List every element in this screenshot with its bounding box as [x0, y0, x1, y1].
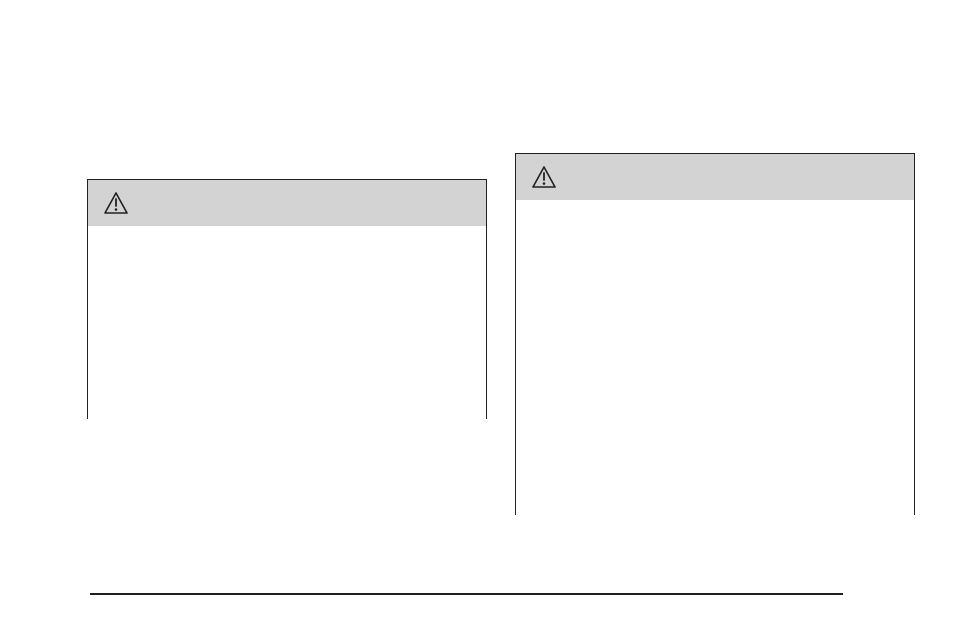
panel-body-right — [516, 200, 914, 516]
horizontal-divider — [90, 593, 843, 595]
warning-panel-right — [515, 153, 915, 515]
panel-header-left — [88, 180, 486, 226]
warning-icon — [104, 192, 128, 214]
warning-icon — [532, 166, 556, 188]
panel-body-left — [88, 226, 486, 420]
warning-panel-left — [87, 179, 487, 419]
panel-header-right — [516, 154, 914, 200]
